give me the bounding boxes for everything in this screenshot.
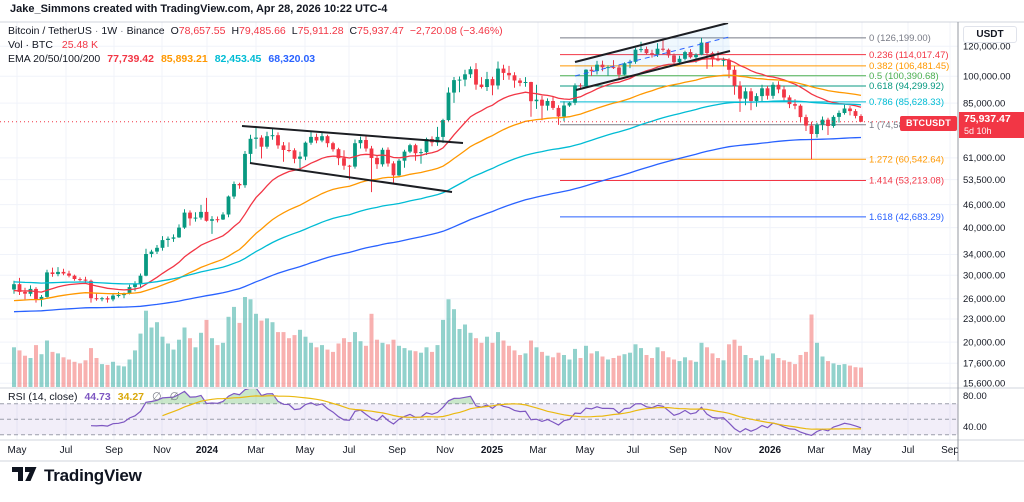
symbol-name[interactable]: Bitcoin / TetherUS bbox=[8, 25, 92, 37]
last-price-badge: 75,937.47 5d 10h bbox=[959, 112, 1024, 138]
ema-lines bbox=[13, 58, 862, 313]
time-tick-label: 2024 bbox=[196, 445, 219, 456]
price-tick-label: 26,000.00 bbox=[963, 294, 1005, 305]
fib-retracement[interactable]: 0 (126,199.00) 0.236 (114,017.47)0.382 (1… bbox=[560, 33, 949, 223]
time-tick-label: Nov bbox=[436, 445, 454, 456]
fib-level-label: 1.272 (60,542.64) bbox=[869, 154, 944, 165]
ema-current-value: 82,453.45 bbox=[214, 53, 262, 65]
time-tick-label: Mar bbox=[529, 445, 547, 456]
last-price-value: 75,937.47 bbox=[964, 113, 1011, 125]
grid-lines bbox=[0, 22, 958, 440]
rsi-pane bbox=[0, 389, 958, 437]
rsi-tick-label: 80.00 bbox=[963, 391, 987, 402]
fib-level-label: 0.382 (106,481.45) bbox=[869, 61, 949, 72]
price-tick-label: 30,000.00 bbox=[963, 270, 1005, 281]
descending-channel-2024[interactable] bbox=[241, 125, 464, 144]
currency-chip[interactable]: USDT bbox=[963, 26, 1017, 43]
ascending-channel-2025[interactable] bbox=[574, 23, 729, 63]
fib-level-label: 0.5 (100,390.68) bbox=[869, 71, 939, 82]
time-tick-label: Sep bbox=[105, 445, 123, 456]
price-tick-label: 61,000.00 bbox=[963, 153, 1005, 164]
fib-level-label: 1.414 (53,213.08) bbox=[869, 176, 944, 187]
ohlc-value: C75,937.47 bbox=[349, 25, 404, 37]
symbol-legend-row-main[interactable]: Bitcoin / TetherUS · 1W · Binance O78,657.55 H… bbox=[8, 25, 503, 37]
rsi-empty-icon: ∅ bbox=[152, 391, 162, 403]
ascending-channel-2025[interactable] bbox=[575, 50, 731, 91]
fib-level-label: 0.618 (94,299.92) bbox=[869, 81, 944, 92]
trend-channels[interactable] bbox=[241, 23, 731, 193]
rsi-empty-icon: ∅ bbox=[169, 391, 180, 403]
time-tick-label: Jul bbox=[902, 445, 915, 456]
price-tick-label: 100,000.00 bbox=[963, 72, 1011, 83]
ohlc-values: O78,657.55 H79,485.66 L75,911.28 C75,937.47 bbox=[165, 25, 404, 37]
rsi-value: 44.73 bbox=[84, 391, 111, 403]
volume-value: 25.48 K bbox=[61, 39, 99, 51]
price-tick-label: 85,000.00 bbox=[963, 98, 1005, 109]
time-tick-label: May bbox=[576, 445, 595, 456]
fib-level-label: 0 (126,199.00) bbox=[869, 33, 931, 44]
price-tick-label: 15,600.00 bbox=[963, 378, 1005, 389]
price-tick-label: 34,000.00 bbox=[963, 250, 1005, 261]
ema-current-value: 68,320.03 bbox=[268, 53, 316, 65]
time-tick-label: May bbox=[8, 445, 27, 456]
price-tick-label: 23,000.00 bbox=[963, 314, 1005, 325]
time-tick-label: May bbox=[853, 445, 872, 456]
price-tick-label: 20,000.00 bbox=[963, 337, 1005, 348]
interval-label[interactable]: 1W bbox=[101, 25, 118, 37]
volume-label: Vol · BTC bbox=[8, 39, 53, 51]
pane-borders bbox=[0, 21, 1024, 462]
time-tick-label: Mar bbox=[807, 445, 825, 456]
bar-countdown: 5d 10h bbox=[964, 126, 992, 136]
ema-legend-row[interactable]: EMA 20/50/100/200 77,739.42 85,893.21 82,45… bbox=[8, 53, 503, 66]
descending-channel-2024[interactable] bbox=[249, 162, 453, 193]
rsi-ma-value: 34.27 bbox=[117, 391, 145, 403]
exchange-label: Binance bbox=[126, 25, 165, 37]
rsi-label: RSI (14, close) bbox=[8, 391, 78, 403]
ema-values: 77,739.42 85,893.21 82,453.45 68,320.03 bbox=[100, 53, 315, 65]
fib-level-label: 0.786 (85,628.33) bbox=[869, 97, 944, 108]
volume-series bbox=[12, 297, 863, 387]
fib-level-label: 1.618 (42,683.29) bbox=[869, 212, 944, 223]
volume-legend-row[interactable]: Vol · BTC 25.48 K bbox=[8, 39, 503, 52]
time-tick-label: Jul bbox=[60, 445, 73, 456]
price-tick-label: 120,000.00 bbox=[963, 41, 1011, 52]
price-tick-label: 17,600.00 bbox=[963, 358, 1005, 369]
tradingview-logo-text: TradingView bbox=[44, 466, 142, 485]
fib-level-label: 0.236 (114,017.47) bbox=[869, 50, 949, 61]
change-value: −2,720.08 (−3.46%) bbox=[409, 25, 503, 37]
axis-labels[interactable]: 120,000.00 100,000.00 85,000.00 61,000.00 53… bbox=[8, 41, 1011, 456]
time-tick-label: Nov bbox=[714, 445, 732, 456]
ohlc-value: O78,657.55 bbox=[170, 25, 226, 37]
time-tick-label: Mar bbox=[247, 445, 265, 456]
time-tick-label: 2026 bbox=[759, 445, 782, 456]
time-tick-label: Sep bbox=[388, 445, 406, 456]
rsi-legend-row[interactable]: RSI (14, close) 44.73 34.27 ∅ ∅ bbox=[8, 390, 179, 403]
candlestick-series bbox=[12, 37, 863, 307]
time-tick-label: Sep bbox=[669, 445, 687, 456]
time-tick-label: Sep bbox=[941, 445, 959, 456]
time-tick-label: May bbox=[296, 445, 315, 456]
ohlc-value: L75,911.28 bbox=[291, 25, 344, 37]
price-tick-label: 40,000.00 bbox=[963, 223, 1005, 234]
tradingview-logo[interactable]: TradingView bbox=[12, 466, 142, 486]
rsi-tick-label: 40.00 bbox=[963, 422, 987, 433]
ema-label: EMA 20/50/100/200 bbox=[8, 53, 101, 65]
ema-current-value: 77,739.42 bbox=[107, 53, 154, 65]
price-tick-label: 53,500.00 bbox=[963, 175, 1005, 186]
time-tick-label: Nov bbox=[153, 445, 171, 456]
tradingview-logo-icon bbox=[12, 466, 37, 481]
fib-level-label: 1 (74,582.37) bbox=[869, 120, 926, 131]
symbol-price-tag: BTCUSDT bbox=[900, 116, 957, 131]
time-tick-label: Jul bbox=[343, 445, 356, 456]
attribution-text: Jake_Simmons created with TradingView.co… bbox=[10, 3, 388, 15]
symbol-legend[interactable]: Bitcoin / TetherUS · 1W · Binance O78,657.55 H… bbox=[8, 25, 503, 67]
time-tick-label: 2025 bbox=[481, 445, 504, 456]
time-tick-label: Jul bbox=[627, 445, 640, 456]
ema-current-value: 85,893.21 bbox=[160, 53, 208, 65]
ohlc-value: H79,485.66 bbox=[231, 25, 286, 37]
price-tick-label: 46,000.00 bbox=[963, 200, 1005, 211]
